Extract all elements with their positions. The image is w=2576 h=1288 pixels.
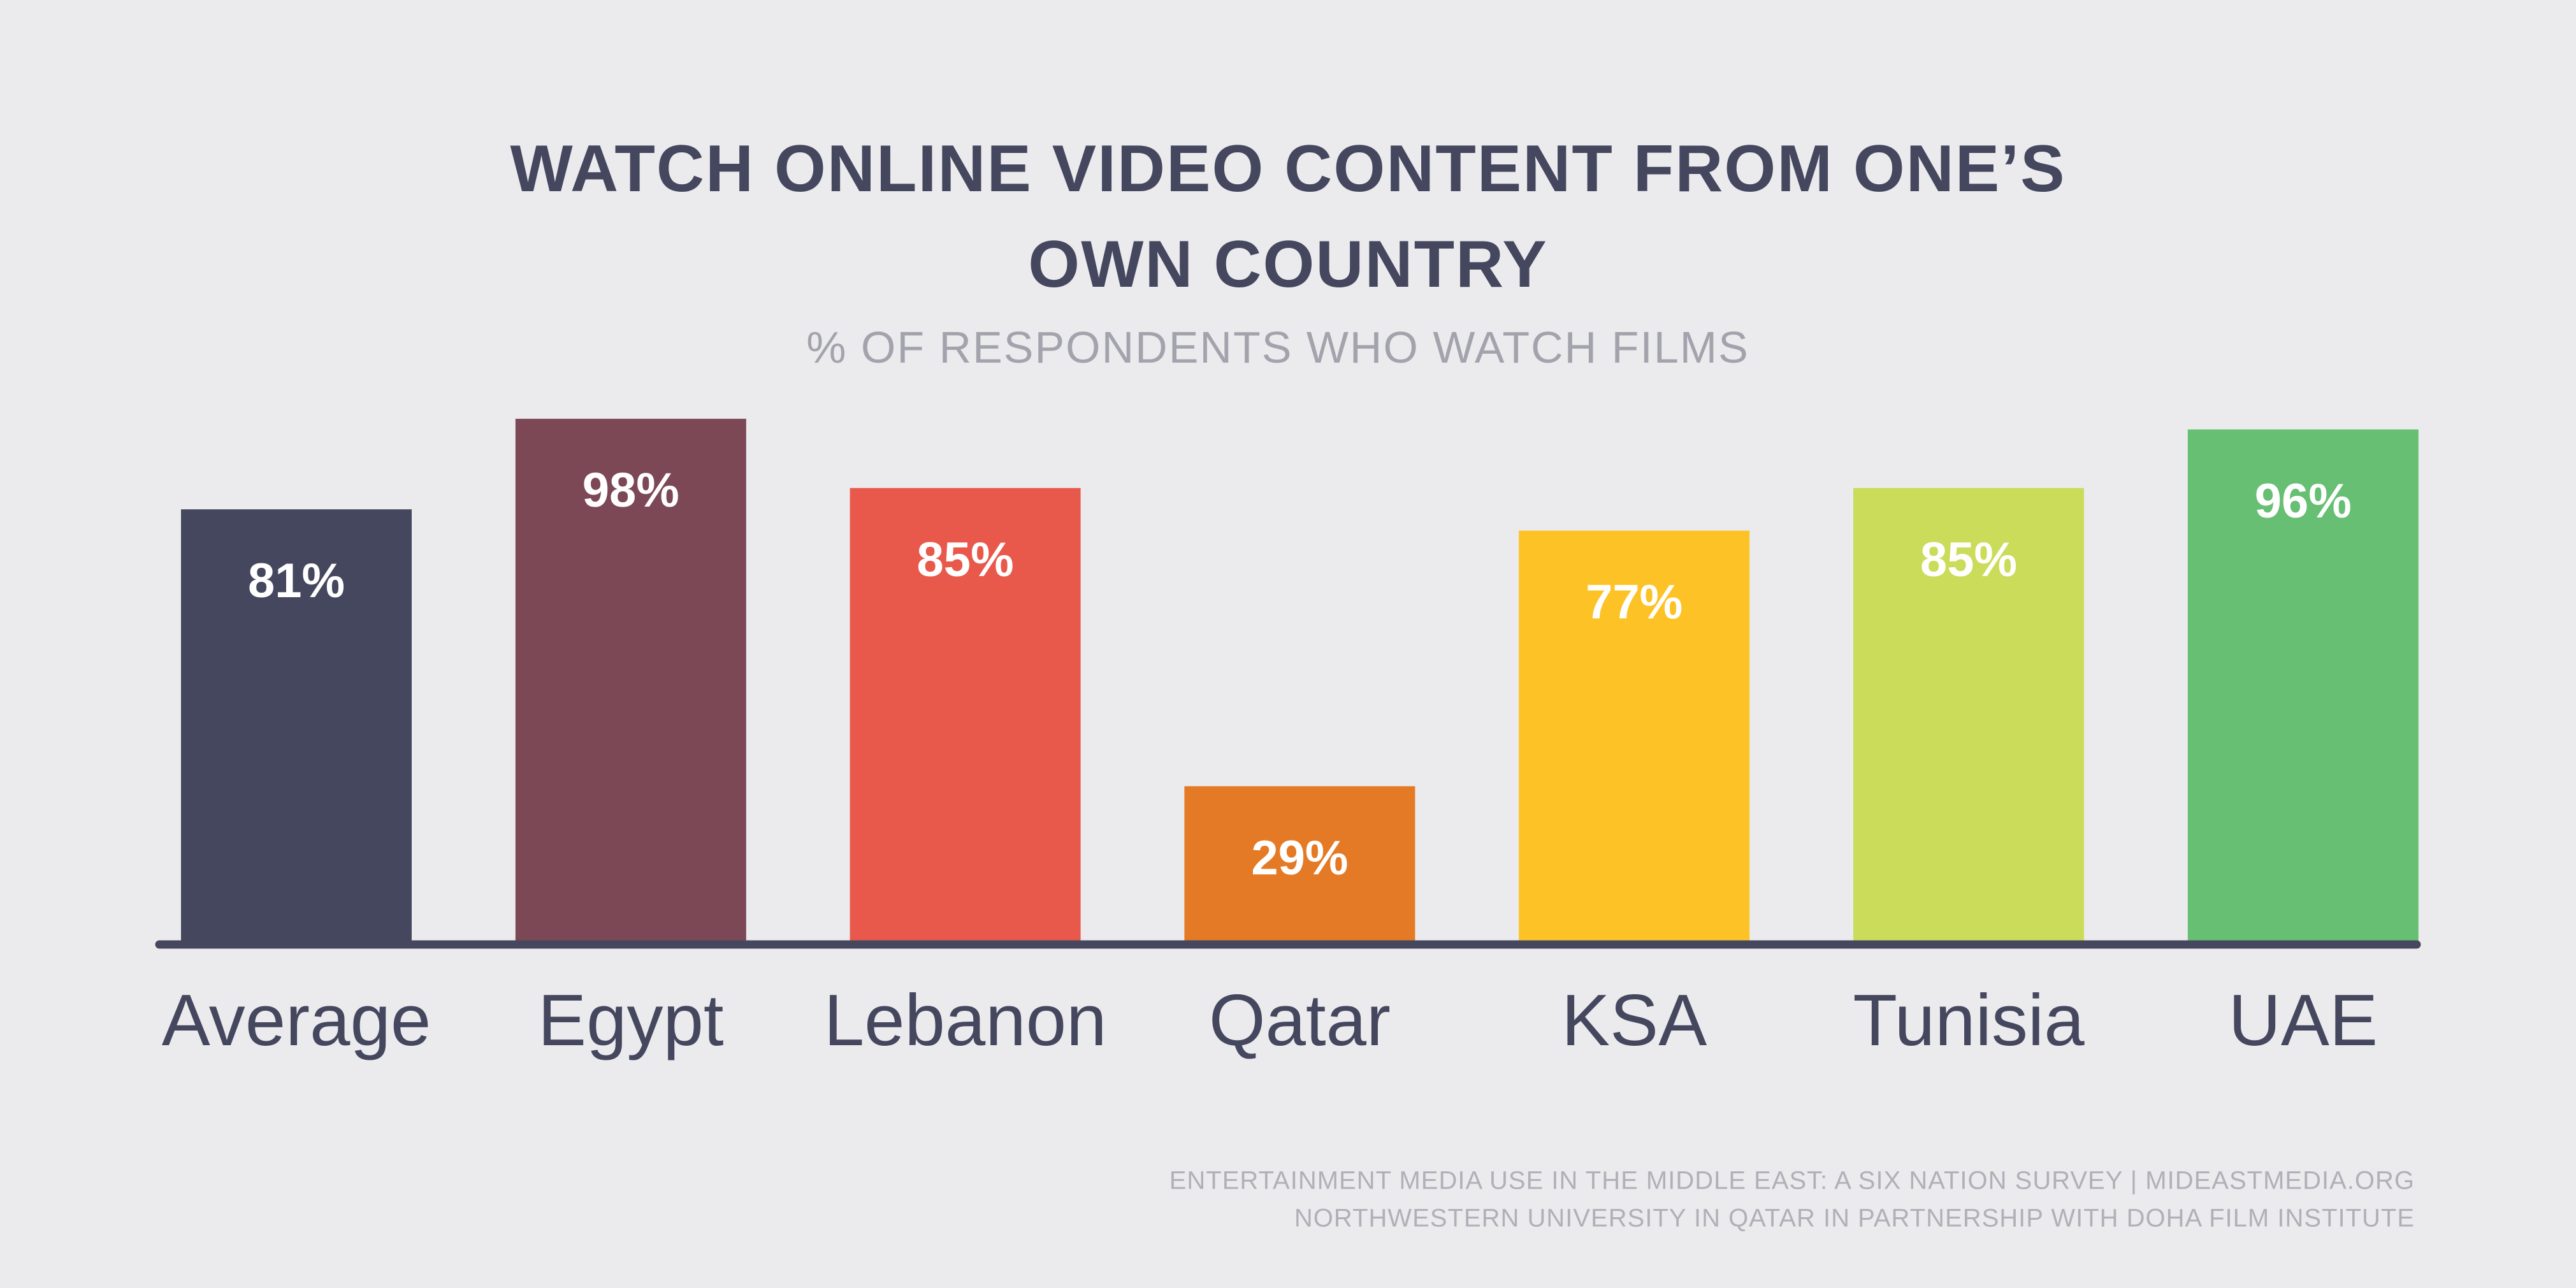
value-label: 85% [917, 533, 1014, 587]
value-label: 77% [1586, 575, 1682, 630]
bar [2187, 429, 2419, 941]
chart-subtitle: % OF RESPONDENTS WHO WATCH FILMS [806, 322, 1749, 372]
bar [1519, 530, 1750, 941]
source-note: ENTERTAINMENT MEDIA USE IN THE MIDDLE EA… [1169, 1167, 2415, 1195]
bar [181, 509, 412, 941]
value-label: 29% [1251, 831, 1348, 885]
x-tick-label: Egypt [538, 980, 724, 1061]
x-tick-label: Qatar [1209, 980, 1391, 1061]
bar [850, 488, 1081, 941]
bar [515, 419, 746, 941]
x-tick-label: Average [162, 980, 431, 1061]
value-label: 81% [248, 554, 345, 608]
value-label: 98% [582, 463, 679, 517]
source-note: NORTHWESTERN UNIVERSITY IN QATAR IN PART… [1294, 1205, 2415, 1233]
x-tick-label: UAE [2229, 980, 2378, 1061]
bar [1853, 488, 2084, 941]
x-tick-label: Lebanon [824, 980, 1107, 1061]
chart-title: WATCH ONLINE VIDEO CONTENT FROM ONE’S OW… [510, 132, 2066, 301]
value-label: 96% [2255, 474, 2352, 528]
x-tick-label: KSA [1561, 980, 1707, 1061]
value-label: 85% [1920, 533, 2017, 587]
x-tick-label: Tunisia [1853, 980, 2085, 1061]
bar [1184, 786, 1415, 941]
